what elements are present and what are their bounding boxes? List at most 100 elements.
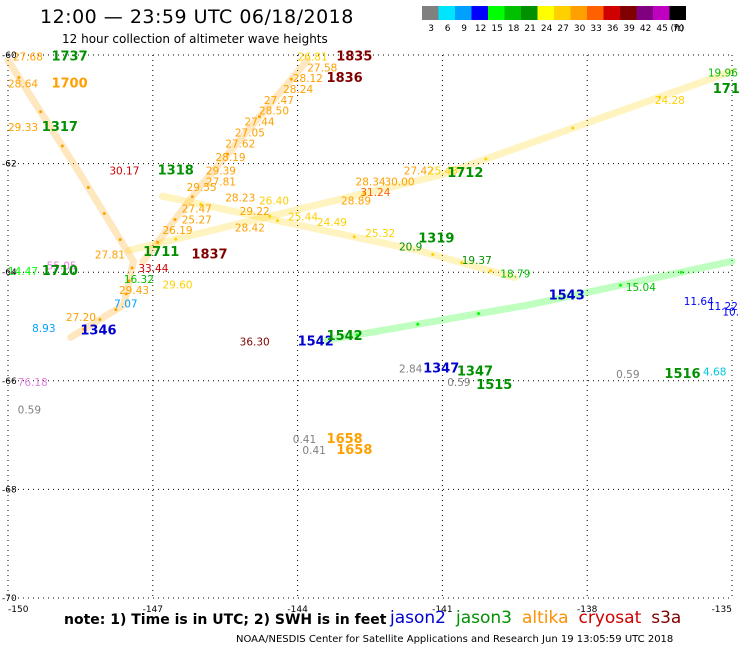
colorbar-label: 6 bbox=[445, 24, 451, 34]
colorbar-label: 36 bbox=[607, 24, 619, 34]
satellite-legend-jason3: jason3 bbox=[456, 608, 512, 628]
pass-time-label: 1317 bbox=[42, 120, 78, 135]
colorbar-swatch bbox=[471, 6, 488, 20]
colorbar-label: 21 bbox=[524, 24, 535, 34]
track-point bbox=[127, 279, 131, 283]
track-point bbox=[460, 261, 464, 265]
colorbar-swatch bbox=[438, 6, 455, 20]
satellite-track bbox=[4, 56, 138, 341]
colorbar-label: 45 bbox=[656, 24, 667, 34]
track-point bbox=[118, 238, 122, 242]
wave-height-label: 76.18 bbox=[18, 377, 48, 389]
lon-tick-label: -147 bbox=[143, 605, 163, 615]
wave-height-label: 11.64 bbox=[684, 296, 714, 308]
colorbar-swatch bbox=[554, 6, 571, 20]
pass-time-label: 1711 bbox=[143, 245, 179, 260]
pass-time-label: 1658 bbox=[327, 432, 363, 447]
axis-ticks: -150 -147 -144 -141 -138 -135 -60 -62 -64 -66 -68 -… bbox=[2, 51, 732, 615]
pass-time-label: 1542 bbox=[327, 329, 363, 344]
track-point bbox=[489, 269, 493, 273]
wave-height-label: 28.24 bbox=[283, 84, 313, 96]
pass-time-label: 1319 bbox=[418, 231, 454, 246]
satellite-tracks bbox=[4, 56, 736, 344]
pass-time-label: 1658 bbox=[336, 443, 372, 458]
wave-height-label: 19.96 bbox=[708, 68, 738, 80]
track-point bbox=[130, 266, 134, 270]
satellite-track bbox=[323, 257, 736, 344]
colorbar-swatch bbox=[653, 6, 670, 20]
color-legend: 3 6 9 12 15 18 21 24 27 30 33 36 39 42 45 70(ft) bbox=[422, 6, 686, 34]
colorbar-swatch bbox=[603, 6, 620, 20]
colorbar-label: 3 bbox=[428, 24, 434, 34]
satellite-legend-jason2: jason2 bbox=[390, 608, 446, 628]
satellite-track bbox=[159, 192, 519, 282]
wave-height-label: 25.44 bbox=[288, 212, 318, 224]
lon-tick-label: -141 bbox=[432, 605, 452, 615]
wave-height-label: 28.34 bbox=[356, 176, 386, 188]
pass-time-label: 1515 bbox=[476, 378, 512, 393]
wave-height-label: 28.42 bbox=[235, 222, 265, 234]
wave-height-label: 30.17 bbox=[109, 165, 139, 177]
track-point bbox=[355, 333, 359, 337]
wave-height-label: 27.05 bbox=[235, 127, 265, 139]
colorbar-label: 30 bbox=[574, 24, 586, 34]
wave-height-label: 2.84 bbox=[399, 364, 423, 376]
pass-time-label: 1318 bbox=[158, 163, 194, 178]
wave-height-label: 0.41 bbox=[293, 434, 316, 446]
colorbar-label: 9 bbox=[461, 24, 467, 34]
satellite-legend-altika: altika bbox=[522, 608, 569, 628]
colorbar-swatch bbox=[488, 6, 505, 20]
track-point bbox=[431, 253, 435, 257]
track-point bbox=[352, 235, 356, 239]
track-point bbox=[571, 126, 575, 130]
wave-height-label: 4.68 bbox=[703, 366, 726, 378]
colorbar-swatch bbox=[422, 6, 439, 20]
track-point bbox=[289, 77, 293, 81]
pass-time-label: 1543 bbox=[549, 288, 585, 303]
wave-height-label: 28.23 bbox=[225, 193, 255, 205]
wave-height-label: 29.22 bbox=[240, 206, 270, 218]
lat-tick-label: -60 bbox=[2, 51, 17, 61]
pass-time-label: 1837 bbox=[191, 248, 227, 263]
wave-height-label: 15.04 bbox=[626, 282, 656, 294]
colorbar-swatch bbox=[620, 6, 637, 20]
track-point bbox=[39, 110, 43, 114]
colorbar-label: 70 bbox=[673, 24, 685, 34]
colorbar-swatch bbox=[455, 6, 472, 20]
colorbar-swatch bbox=[521, 6, 538, 20]
lat-tick-label: -66 bbox=[2, 377, 17, 387]
lon-tick-label: -144 bbox=[287, 605, 308, 615]
wave-height-label: 16.32 bbox=[124, 274, 154, 286]
wave-height-label: 0.59 bbox=[18, 404, 41, 416]
wave-height-label: 20.9 bbox=[399, 241, 422, 253]
wave-height-label: 0.59 bbox=[616, 369, 639, 381]
wave-height-label: 28.19 bbox=[216, 152, 246, 164]
pass-time-label: 1516 bbox=[664, 367, 700, 382]
wave-height-label: 27.47 bbox=[264, 95, 294, 107]
wave-height-label: 28.12 bbox=[293, 73, 323, 85]
wave-height-label: 28.89 bbox=[341, 195, 371, 207]
pass-time-label: 1347 bbox=[457, 364, 493, 379]
track-point bbox=[679, 270, 683, 274]
track-point bbox=[86, 185, 90, 189]
wave-height-label: 0.41 bbox=[302, 445, 325, 457]
track-point bbox=[98, 317, 102, 321]
wave-height-label: 27.58 bbox=[307, 62, 337, 74]
wave-height-label: 0.59 bbox=[447, 377, 470, 389]
chart-subtitle: 12 hour collection of altimeter wave hei… bbox=[62, 32, 328, 46]
colorbar-label: 15 bbox=[491, 24, 502, 34]
wave-height-label: 27.68 bbox=[13, 51, 43, 63]
colorbar-swatch bbox=[537, 6, 554, 20]
satellite-legend: jason2 jason3 altika cryosat s3a bbox=[390, 608, 691, 628]
colorbar-label: 33 bbox=[590, 24, 601, 34]
track-point bbox=[114, 308, 118, 312]
wave-height-label: 29.43 bbox=[119, 285, 149, 297]
lat-tick-label: -70 bbox=[2, 594, 17, 604]
colorbar-label: 24 bbox=[541, 24, 553, 34]
wave-height-label: 27.62 bbox=[225, 138, 255, 150]
wave-height-label: 27.20 bbox=[66, 312, 96, 324]
colorbar-label: 12 bbox=[475, 24, 486, 34]
colorbar-label: 27 bbox=[557, 24, 568, 34]
colorbar-label: 42 bbox=[640, 24, 651, 34]
